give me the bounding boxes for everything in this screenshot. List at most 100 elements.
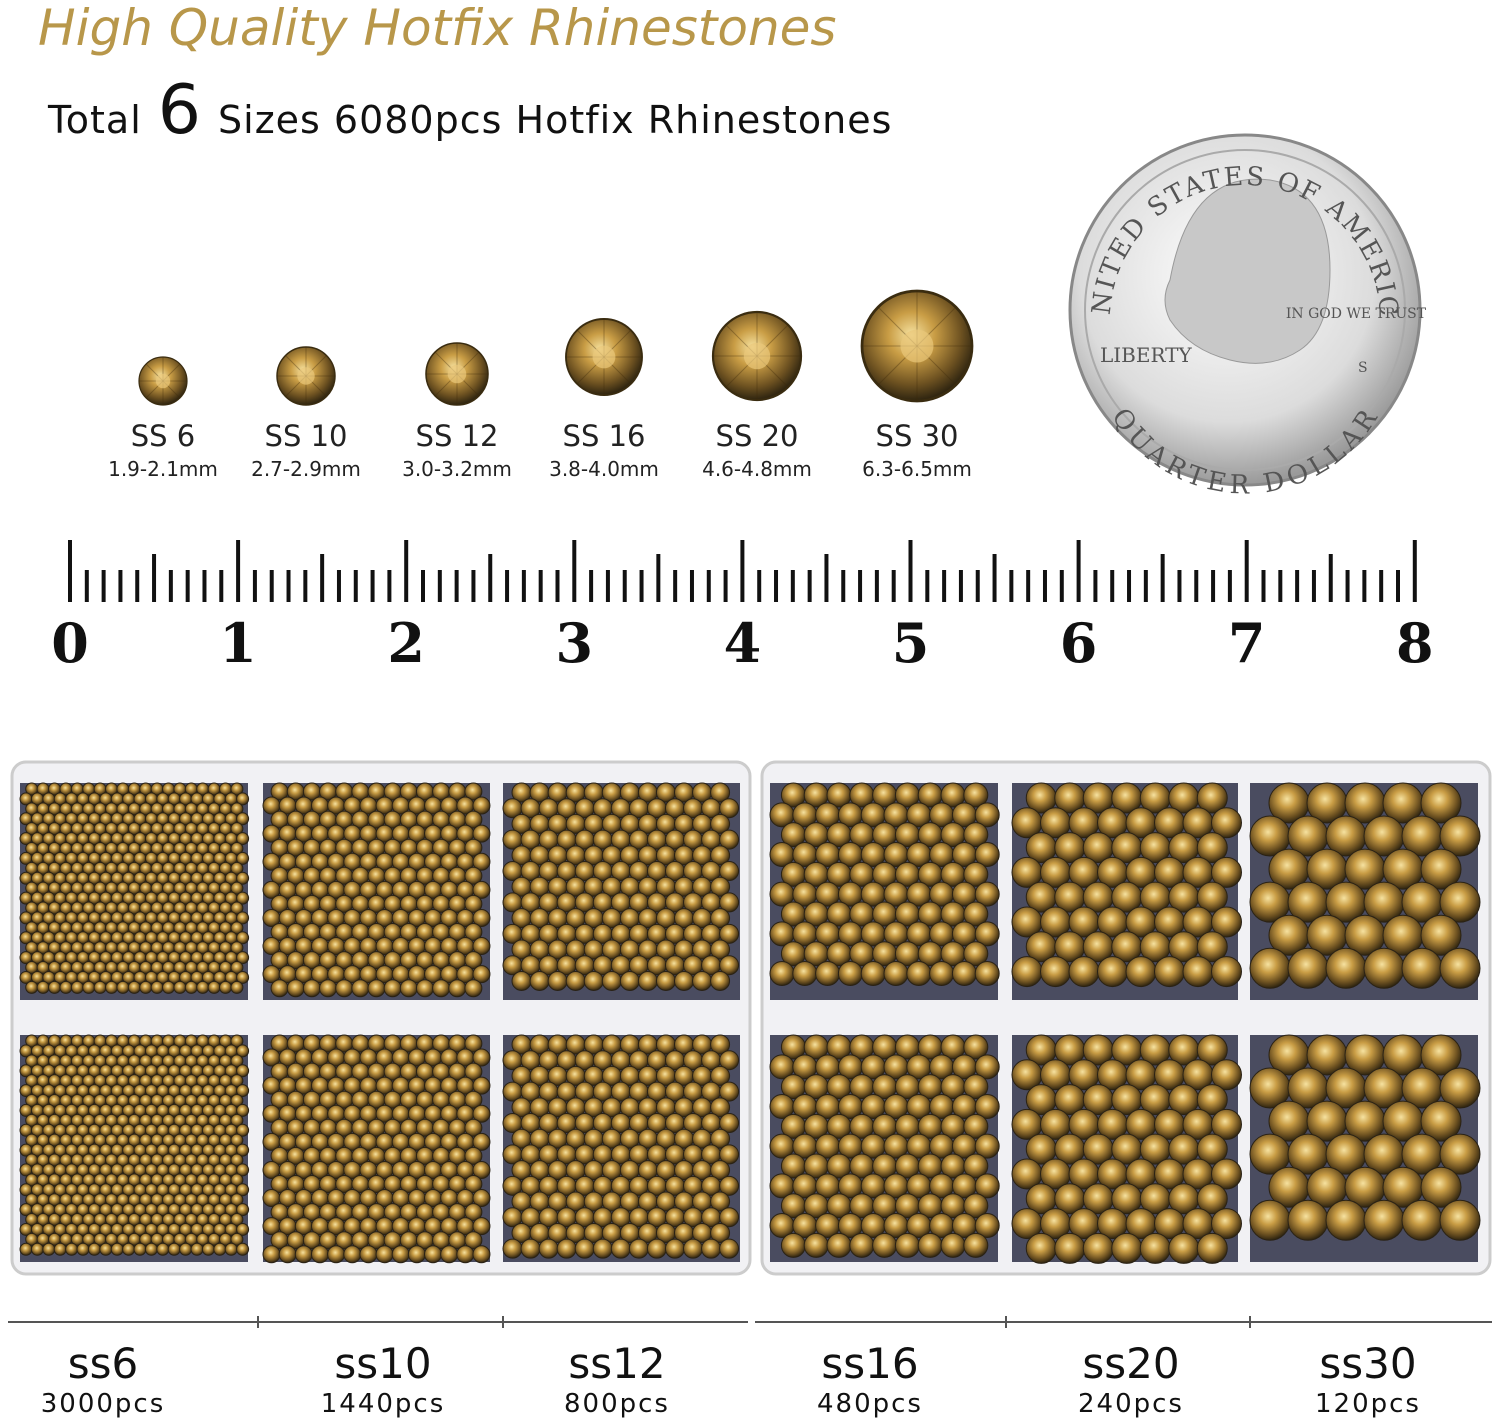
subtitle: Total 6 Sizes 6080pcs Hotfix Rhinestones — [47, 71, 892, 150]
rhinestone — [583, 970, 604, 991]
rhinestone — [230, 1113, 244, 1127]
rhinestone — [375, 1245, 394, 1264]
rhinestone — [710, 939, 731, 960]
table-facet — [743, 342, 771, 370]
ruler-label: 1 — [219, 611, 257, 675]
rhinestone — [230, 1213, 244, 1227]
compartment — [1249, 782, 1481, 1000]
rhinestone — [1211, 956, 1242, 988]
size-range: 1.9-2.1mm — [108, 457, 218, 481]
rhinestone — [1325, 947, 1367, 989]
rhinestone — [464, 1231, 483, 1250]
rhinestone — [1420, 782, 1462, 824]
rhinestone — [1196, 1034, 1228, 1066]
rhinestone — [190, 1242, 204, 1256]
ruler-label: 6 — [1060, 611, 1098, 675]
rhinestone — [472, 908, 491, 927]
rhinestone — [1168, 1232, 1200, 1264]
rhinestone — [963, 901, 989, 927]
rhinestone — [1420, 914, 1462, 956]
rhinestone — [472, 937, 491, 956]
rhinestone — [464, 951, 483, 970]
compartment — [19, 1034, 250, 1262]
rhinestone — [230, 980, 244, 994]
rhinestone — [93, 980, 107, 994]
rhinestone — [917, 1232, 943, 1258]
rhinestone — [464, 810, 483, 829]
rhinestone — [815, 961, 841, 987]
rhinestone — [719, 1144, 740, 1165]
rhinestone — [1196, 931, 1228, 963]
rhinestone — [547, 970, 568, 991]
subtitle-number: 6 — [158, 71, 202, 150]
rhinestone — [849, 1232, 875, 1258]
rhinestone — [196, 980, 210, 994]
rhinestone — [294, 1245, 313, 1264]
rhinestone — [1401, 947, 1443, 989]
rhinestone — [207, 980, 221, 994]
rhinestone — [837, 961, 863, 987]
rhinestone — [1025, 1232, 1057, 1264]
rhinestone — [167, 1242, 181, 1256]
rhinestone — [464, 894, 483, 913]
rhinestone — [224, 1242, 238, 1256]
rhinestone — [1097, 956, 1128, 988]
rhinestone — [1196, 782, 1228, 814]
rhinestone — [710, 1034, 731, 1055]
rhinestone — [974, 961, 1000, 987]
rhinestone — [710, 1065, 731, 1086]
rhinestone — [1287, 1199, 1329, 1241]
rhinestone — [646, 1238, 667, 1259]
rhinestone — [179, 1242, 193, 1256]
rhinestone — [236, 951, 250, 965]
rhinestone — [472, 1132, 491, 1151]
rhinestone — [974, 1054, 1000, 1080]
rhinestone — [710, 845, 731, 866]
ruler-label: 8 — [1396, 611, 1434, 675]
rhinestone — [963, 782, 989, 808]
rhinestone — [792, 961, 818, 987]
rhinestone — [230, 1153, 244, 1167]
rhinestone — [464, 1146, 483, 1165]
rhinestone — [230, 1232, 244, 1246]
rhinestone — [1211, 1108, 1242, 1140]
rhinestone — [592, 1238, 613, 1259]
rhinestone — [472, 1217, 491, 1236]
rhinestone — [719, 923, 740, 944]
rhinestone — [1196, 1183, 1228, 1215]
rhinestone — [769, 961, 795, 987]
size-label: SS 16 — [563, 419, 646, 453]
rhinestone — [710, 1128, 731, 1149]
rhinestone — [110, 1242, 124, 1256]
rhinestone — [236, 1143, 250, 1157]
rhinestone — [156, 1242, 170, 1256]
rhinestone — [929, 961, 955, 987]
compartment — [19, 782, 250, 1000]
subtitle-text: Sizes 6080pcs Hotfix Rhinestones — [218, 98, 892, 142]
rhinestone — [963, 1113, 989, 1139]
rhinestone — [565, 970, 586, 991]
rhinestone — [710, 1222, 731, 1243]
rhinestone — [236, 1242, 250, 1256]
content-count: 800pcs — [564, 1389, 670, 1419]
rhinestone — [213, 1242, 227, 1256]
rhinestone — [230, 1133, 244, 1147]
rhinestone — [472, 1048, 491, 1067]
rhinestone — [974, 881, 1000, 907]
rhinestone — [116, 980, 130, 994]
rhinestone — [1249, 1199, 1291, 1241]
rhinestone — [302, 979, 321, 998]
rhinestone — [664, 1238, 685, 1259]
rhinestone — [1420, 848, 1462, 890]
rhinestone — [520, 1238, 541, 1259]
rhinestone — [472, 1160, 491, 1179]
rhinestone — [424, 1245, 442, 1264]
rhinestone — [628, 1238, 649, 1259]
rhinestone — [230, 782, 244, 796]
rhinestone — [53, 1242, 67, 1256]
rhinestone — [310, 1245, 329, 1264]
rhinestone — [894, 1232, 920, 1258]
rhinestone — [1439, 1199, 1481, 1241]
content-size: ss12 — [568, 1339, 665, 1388]
rhinestone — [1363, 947, 1405, 989]
